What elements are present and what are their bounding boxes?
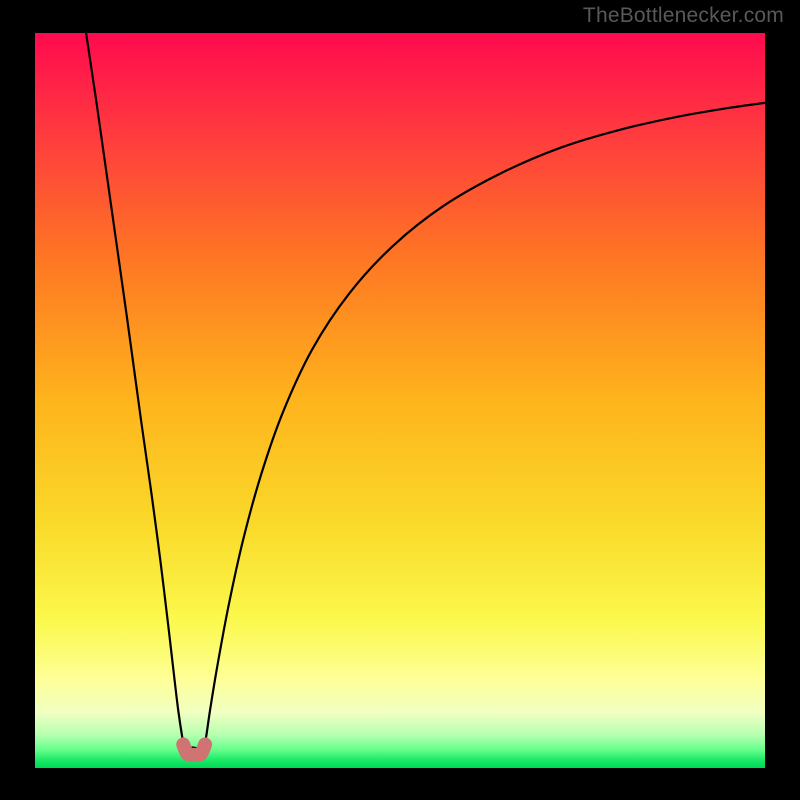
plot-curves [35, 33, 765, 768]
bottleneck-curve [86, 33, 765, 749]
watermark-text: TheBottlenecker.com [583, 4, 784, 28]
plot-area [35, 33, 765, 768]
optimal-marker [183, 744, 205, 755]
chart-frame: TheBottlenecker.com [0, 0, 800, 800]
